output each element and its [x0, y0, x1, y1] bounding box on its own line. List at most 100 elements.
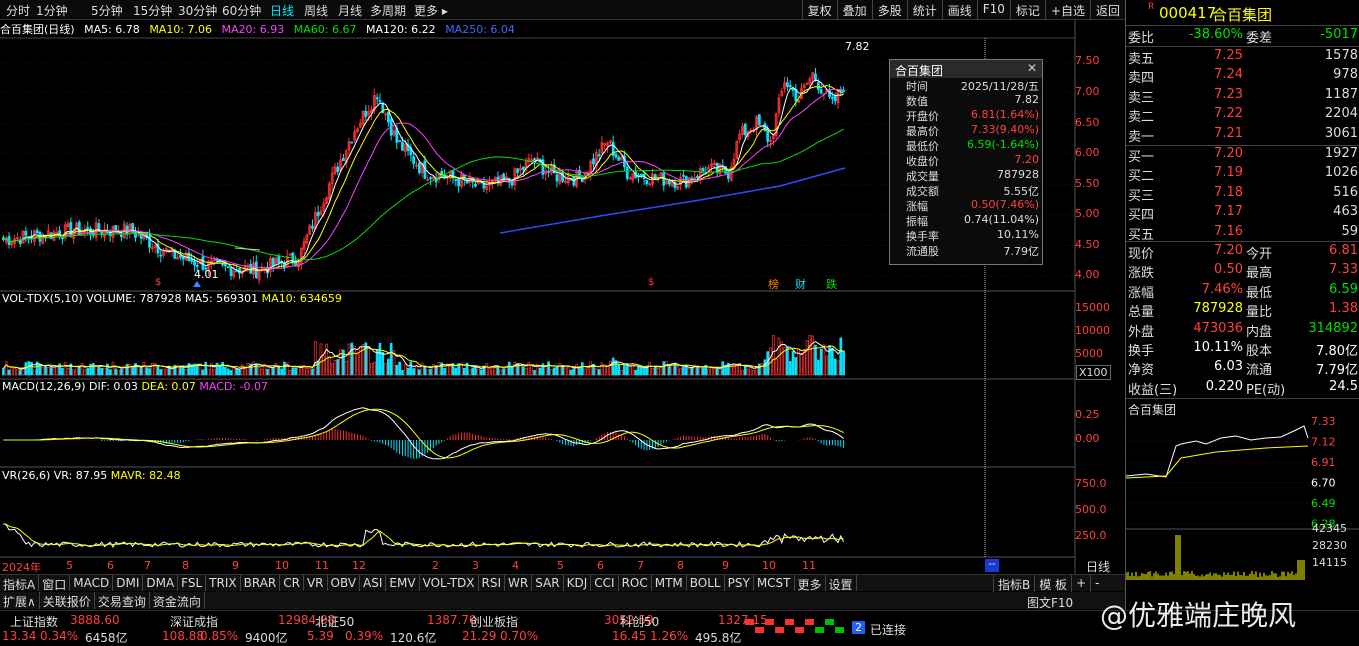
- volume-bar: [267, 369, 269, 375]
- indicator-tab-10[interactable]: OBV: [328, 575, 361, 591]
- buy-level-row[interactable]: 买一 7.20 1927: [1126, 146, 1359, 165]
- f10-link[interactable]: 图文F10: [1027, 594, 1073, 611]
- date-tick: 11: [802, 559, 816, 572]
- indicator-tab-3[interactable]: DMI: [113, 575, 143, 591]
- sub-tab-2[interactable]: 交易查询: [95, 592, 150, 609]
- volume-bar: [719, 368, 721, 375]
- tf-multi[interactable]: 多周期: [370, 2, 406, 19]
- badge-finance[interactable]: 财: [795, 276, 806, 292]
- indicator-tab-8[interactable]: CR: [280, 575, 304, 591]
- tf-1min[interactable]: 1分钟: [36, 2, 68, 19]
- volume-bar: [621, 370, 623, 375]
- indicator-tab-4[interactable]: DMA: [143, 575, 178, 591]
- multi-stock-button[interactable]: 多股: [872, 0, 907, 20]
- close-icon[interactable]: ✕: [1027, 61, 1037, 75]
- tf-5min[interactable]: 5分钟: [91, 2, 123, 19]
- indicator-tab-9[interactable]: VR: [304, 575, 328, 591]
- volume-bar: [463, 368, 465, 375]
- indicator-tab-13[interactable]: VOL-TDX: [420, 575, 479, 591]
- indicator-tab-7[interactable]: BRAR: [241, 575, 281, 591]
- indicator-tab-12[interactable]: EMV: [386, 575, 419, 591]
- draw-button[interactable]: 画线: [942, 0, 977, 20]
- indicator-tab-5[interactable]: FSL: [178, 575, 206, 591]
- back-button[interactable]: 返回: [1090, 0, 1125, 20]
- sub-tab-1[interactable]: 关联报价: [40, 592, 95, 609]
- buy-level-row[interactable]: 买五 7.16 59: [1126, 224, 1359, 243]
- indicator-tab-0[interactable]: 指标A: [0, 575, 39, 591]
- indicator-tab-25[interactable]: 设置: [826, 575, 857, 591]
- tf-daily[interactable]: 日线: [270, 2, 294, 19]
- quote-value-2: 7.79亿: [1316, 359, 1358, 378]
- quote-panel: R 000417 合百集团 委比 -38.60% 委差 -5017 卖五 7.25…: [1125, 0, 1359, 610]
- fuquan-button[interactable]: 复权: [802, 0, 837, 20]
- badge-rank[interactable]: 榜: [768, 276, 779, 292]
- intraday-mini-chart[interactable]: 7.33 7.12 6.91 6.70 6.49 6.2842345 28230 14115: [1126, 416, 1359, 584]
- buy-level-row[interactable]: 买四 7.17 463: [1126, 204, 1359, 223]
- tf-60min[interactable]: 60分钟: [222, 2, 261, 19]
- tf-fenshi[interactable]: 分时: [6, 2, 30, 19]
- buy-level-row[interactable]: 买二 7.19 1026: [1126, 165, 1359, 184]
- tf-more[interactable]: 更多 ▸: [414, 2, 448, 19]
- index-value: 3888.60: [70, 613, 120, 627]
- indicator-tab-15[interactable]: WR: [505, 575, 532, 591]
- index-name[interactable]: 北证50: [315, 613, 354, 630]
- indicator-tab-16[interactable]: SAR: [532, 575, 563, 591]
- volume-bar: [385, 363, 387, 375]
- index-pct: 0.34%: [40, 629, 78, 643]
- indicator-tab-11[interactable]: ASI: [360, 575, 386, 591]
- candle-body: [815, 74, 817, 81]
- date-tick: 8: [677, 559, 684, 572]
- index-name[interactable]: 科创50: [620, 613, 659, 630]
- timeframe-toolbar: 分时 1分钟 5分钟 15分钟 30分钟 60分钟 日线 周线 月线 多周期 更…: [0, 0, 1125, 20]
- tf-monthly[interactable]: 月线: [338, 2, 362, 19]
- candle-body: [317, 212, 319, 215]
- indicator-tab-19[interactable]: ROC: [619, 575, 652, 591]
- macd-value: MACD: -0.07: [199, 380, 268, 393]
- buy-level-row[interactable]: 买三 7.18 516: [1126, 185, 1359, 204]
- candle-body: [196, 265, 198, 266]
- popup-row-value: 7.82: [1015, 93, 1040, 106]
- badge-drop[interactable]: 跌: [826, 276, 837, 292]
- conn-badge: 2: [852, 621, 865, 634]
- vol-unit: X100: [1076, 365, 1111, 380]
- sub-tab-0[interactable]: 扩展∧: [0, 592, 40, 609]
- indicator-tab-17[interactable]: KDJ: [564, 575, 592, 591]
- indicator-tab-6[interactable]: TRIX: [206, 575, 240, 591]
- popup-header: 合百集团 ✕: [890, 60, 1042, 78]
- volume-bar: [438, 362, 440, 375]
- indicator-tab-20[interactable]: MTM: [652, 575, 687, 591]
- index-name[interactable]: 深证成指: [170, 613, 218, 630]
- indicator-tab-14[interactable]: RSI: [479, 575, 506, 591]
- stats-button[interactable]: 统计: [907, 0, 942, 20]
- sell-level-row[interactable]: 卖四 7.24 978: [1126, 67, 1359, 86]
- sub-tabs: 扩展∧ 关联报价 交易查询 资金流向: [0, 592, 1125, 609]
- tf-15min[interactable]: 15分钟: [133, 2, 172, 19]
- sub-tab-3[interactable]: 资金流向: [150, 592, 205, 609]
- index-name[interactable]: 上证指数: [10, 613, 58, 630]
- connection-status[interactable]: 已连接: [870, 621, 906, 638]
- s-marker-icon: $: [648, 277, 654, 288]
- add-watchlist-button[interactable]: +自选: [1045, 0, 1090, 20]
- sell-level-row[interactable]: 卖三 7.23 1187: [1126, 87, 1359, 106]
- tf-weekly[interactable]: 周线: [304, 2, 328, 19]
- tf-30min[interactable]: 30分钟: [178, 2, 217, 19]
- sell-level-row[interactable]: 卖二 7.22 2204: [1126, 106, 1359, 125]
- volume-bar: [685, 366, 687, 375]
- volume-bar: [404, 364, 406, 375]
- sell-level-row[interactable]: 卖五 7.25 1578: [1126, 48, 1359, 67]
- date-tick: 10: [275, 559, 289, 572]
- indicator-tab-22[interactable]: PSY: [725, 575, 754, 591]
- overlay-button[interactable]: 叠加: [837, 0, 872, 20]
- indicator-tab-21[interactable]: BOLL: [687, 575, 725, 591]
- volume-bar: [14, 369, 16, 375]
- indicator-tab-18[interactable]: CCI: [591, 575, 618, 591]
- indicator-tab-24[interactable]: 更多: [795, 575, 826, 591]
- mark-button[interactable]: 标记: [1010, 0, 1045, 20]
- indicator-tab-1[interactable]: 窗口: [39, 575, 70, 591]
- sell-level-row[interactable]: 卖一 7.21 3061: [1126, 126, 1359, 145]
- indicator-tab-23[interactable]: MCST: [754, 575, 795, 591]
- index-name[interactable]: 创业板指: [470, 613, 518, 630]
- indicator-tab-2[interactable]: MACD: [70, 575, 113, 591]
- f10-button[interactable]: F10: [977, 0, 1010, 20]
- date-cursor: --: [985, 559, 999, 572]
